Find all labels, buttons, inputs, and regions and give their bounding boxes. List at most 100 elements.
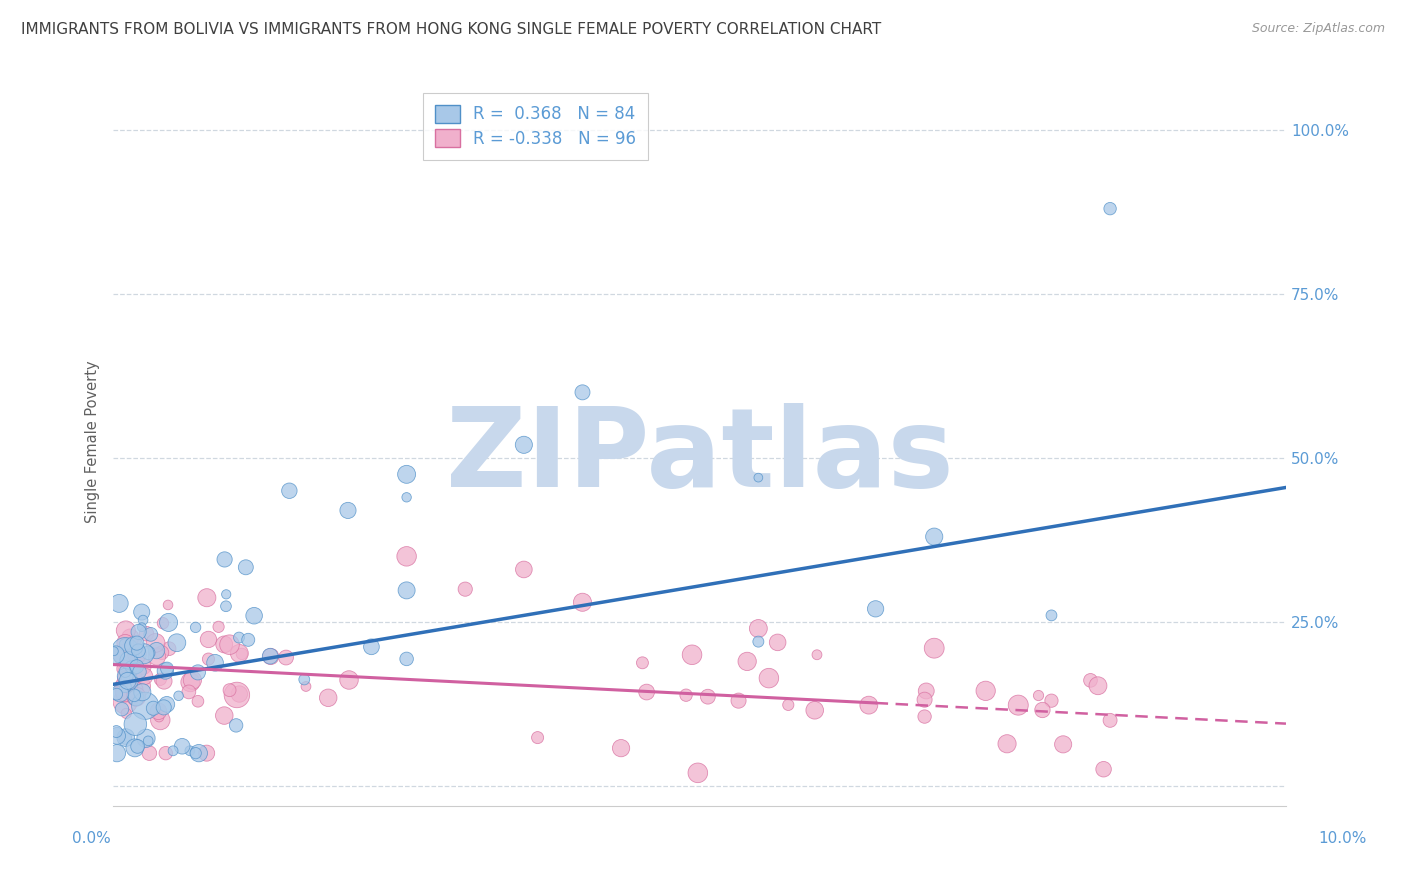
Point (124, 717, 146, 731)
Point (157, 598, 180, 612)
Point (295, 680, 318, 694)
Point (1099, 202, 1122, 216)
Point (197, 632, 219, 647)
Point (727, 693, 749, 707)
Point (235, 560, 257, 574)
Point (571, 595, 593, 609)
Point (139, 627, 162, 641)
Point (135, 731, 157, 746)
Point (105, 687, 128, 701)
Point (114, 695, 136, 709)
Point (157, 641, 180, 656)
Point (228, 631, 250, 645)
Point (922, 641, 945, 656)
Point (156, 661, 179, 675)
Point (134, 669, 156, 683)
Point (747, 634, 769, 648)
Point (195, 746, 218, 760)
Point (1087, 679, 1109, 693)
Point (114, 662, 136, 676)
Point (114, 671, 136, 685)
Point (105, 729, 128, 743)
Point (865, 602, 887, 616)
Point (114, 669, 136, 683)
Point (215, 599, 238, 614)
Point (131, 620, 153, 634)
Point (1007, 698, 1029, 713)
Point (152, 700, 174, 714)
Point (121, 671, 143, 685)
Point (228, 687, 250, 701)
Point (212, 637, 235, 651)
Point (231, 647, 253, 661)
Point (131, 605, 153, 619)
Point (204, 656, 226, 670)
Point (197, 652, 219, 666)
Point (914, 709, 936, 723)
Point (571, 385, 593, 400)
Point (105, 746, 128, 760)
Point (124, 740, 146, 755)
Point (132, 659, 155, 673)
Point (122, 639, 145, 653)
Point (395, 467, 418, 482)
Point (145, 643, 167, 657)
Point (675, 688, 697, 702)
Point (121, 636, 143, 650)
Point (108, 686, 131, 700)
Point (134, 698, 156, 713)
Point (120, 660, 142, 674)
Point (292, 673, 315, 687)
Point (1080, 673, 1102, 688)
Point (1031, 703, 1053, 717)
Point (114, 663, 136, 677)
Point (803, 703, 825, 717)
Point (124, 682, 146, 697)
Point (395, 491, 418, 505)
Point (526, 731, 548, 745)
Point (395, 583, 418, 598)
Point (114, 648, 136, 663)
Point (225, 688, 247, 702)
Point (138, 746, 160, 760)
Point (187, 665, 209, 680)
Point (172, 739, 194, 754)
Point (696, 690, 718, 704)
Point (858, 698, 880, 713)
Point (184, 746, 207, 760)
Point (125, 690, 148, 705)
Point (118, 674, 141, 689)
Point (149, 713, 172, 727)
Point (974, 683, 997, 698)
Point (114, 669, 136, 683)
Point (806, 648, 828, 662)
Text: ZIPatlas: ZIPatlas (446, 402, 953, 509)
Point (124, 662, 146, 676)
Point (747, 622, 769, 636)
Point (747, 470, 769, 484)
Point (152, 616, 174, 631)
Point (150, 646, 173, 660)
Point (114, 680, 136, 694)
Point (127, 644, 149, 658)
Point (513, 562, 536, 576)
Point (114, 680, 136, 694)
Point (686, 765, 709, 780)
Point (118, 685, 141, 699)
Point (1099, 714, 1122, 728)
Point (1052, 737, 1074, 751)
Point (1028, 689, 1050, 703)
Point (146, 649, 169, 664)
Point (103, 644, 125, 658)
Point (184, 620, 207, 634)
Point (218, 638, 240, 652)
Point (136, 734, 159, 748)
Point (228, 647, 250, 661)
Point (922, 530, 945, 544)
Point (125, 659, 148, 673)
Point (114, 685, 136, 699)
Point (360, 640, 382, 654)
Point (225, 718, 247, 732)
Point (114, 624, 136, 638)
Text: IMMIGRANTS FROM BOLIVIA VS IMMIGRANTS FROM HONG KONG SINGLE FEMALE POVERTY CORRE: IMMIGRANTS FROM BOLIVIA VS IMMIGRANTS FR… (21, 22, 882, 37)
